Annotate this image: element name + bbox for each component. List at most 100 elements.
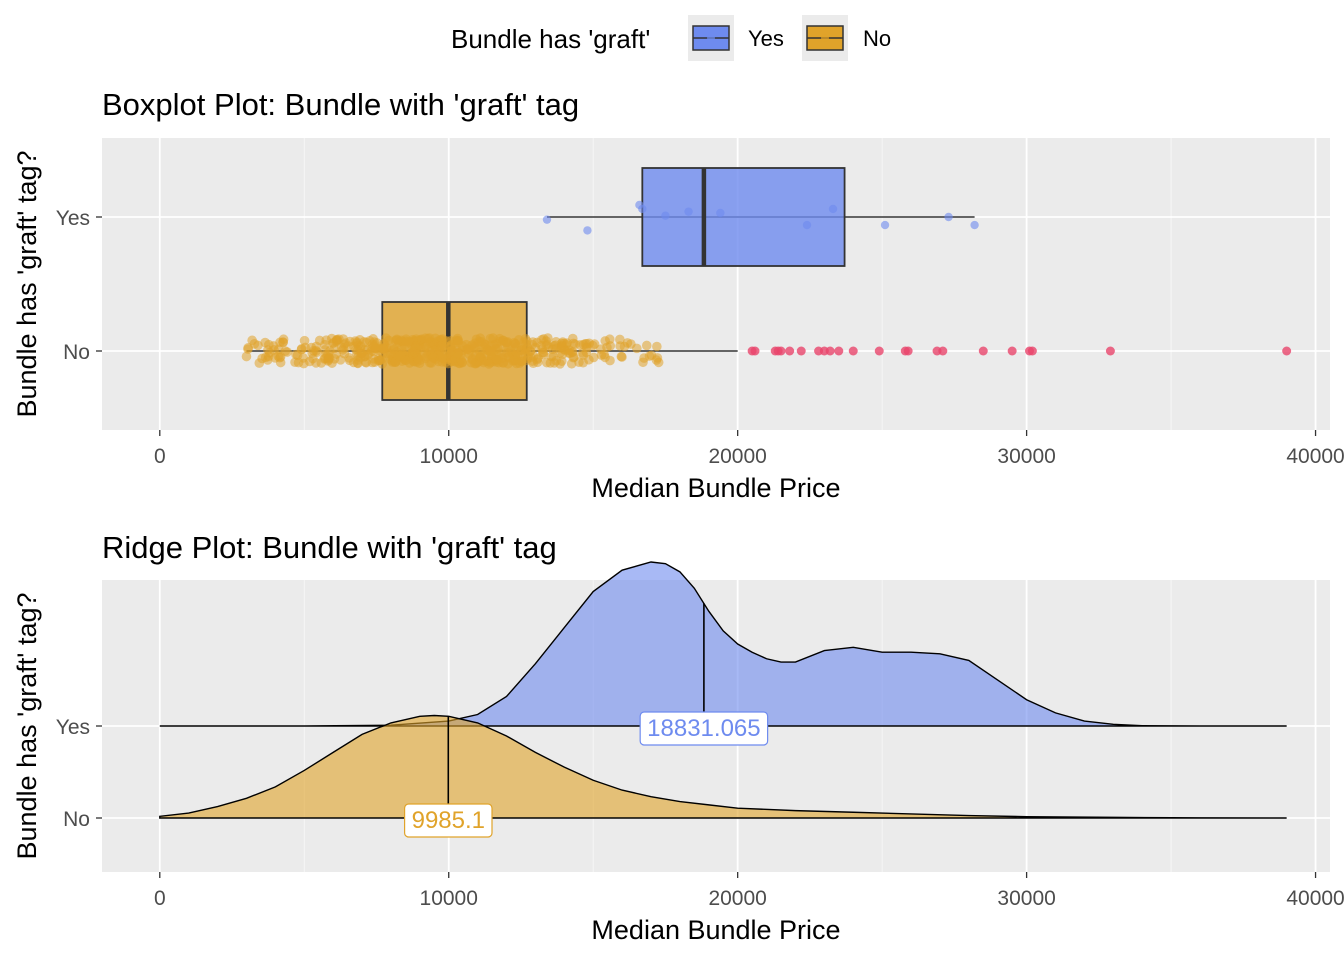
ridge-x-tick-label: 0: [154, 887, 166, 910]
boxplot-outlier-point: [874, 346, 884, 356]
boxplot-jitter-point: [385, 348, 396, 359]
boxplot-jitter-point: [241, 351, 252, 362]
boxplot-y-ticks: Yes No: [56, 207, 102, 364]
ridge-median-label-box: [639, 711, 769, 746]
boxplot-jitter-point: [344, 353, 354, 363]
boxplot-jitter-point: [478, 357, 489, 368]
boxplot-jitter-point: [494, 336, 505, 347]
legend: Bundle has 'graft' Yes No: [451, 15, 891, 61]
boxplot-box-yes: [641, 167, 846, 267]
ridge-density-no: [159, 714, 1287, 819]
boxplot-jitter-point: [653, 357, 664, 368]
boxplot-jitter-point: [428, 338, 439, 348]
boxplot-point-yes: [583, 226, 592, 235]
boxplot-point-yes: [661, 211, 670, 220]
ridge-y-tick-label: Yes: [56, 716, 90, 739]
ridge-median-label-text: 9985.1: [412, 807, 485, 834]
boxplot-jitter-point: [378, 344, 389, 354]
boxplot-jitter-point: [304, 356, 315, 367]
boxplot-point-yes: [684, 207, 693, 216]
boxplot-jitter-point: [461, 339, 472, 350]
boxplot-chart: Boxplot Plot: Bundle with 'graft' tag 0 1…: [12, 87, 1344, 503]
boxplot-outlier-point: [785, 346, 795, 356]
boxplot-jitter-point: [320, 339, 330, 350]
boxplot-jitter-point: [260, 337, 270, 348]
boxplot-jitter-point: [316, 358, 327, 368]
ridge-x-ticks: 0 10000 20000 30000 40000: [154, 872, 1344, 910]
ridge-median-label-yes: 18831.065: [639, 711, 769, 746]
ridge-chart: Ridge Plot: Bundle with 'graft' tag 1883…: [12, 530, 1344, 945]
boxplot-jitter-point: [403, 336, 414, 347]
boxplot-jitter-point: [243, 344, 253, 354]
boxplot-outlier-point: [1282, 346, 1292, 356]
boxplot-jitter-point: [370, 357, 380, 367]
ridge-x-tick-label: 20000: [708, 887, 766, 910]
boxplot-point-yes: [802, 220, 812, 230]
boxplot-jitter-point: [428, 349, 438, 359]
boxplot-jitter-point: [543, 333, 553, 343]
boxplot-outlier-point: [1007, 346, 1017, 356]
boxplot-jitter-point: [326, 333, 337, 344]
ridge-title: Ridge Plot: Bundle with 'graft' tag: [102, 530, 557, 565]
boxplot-title: Boxplot Plot: Bundle with 'graft' tag: [102, 87, 579, 122]
boxplot-jitter-point: [557, 340, 567, 351]
boxplot-outlier-point: [834, 346, 844, 356]
boxplot-point-yes: [638, 204, 647, 214]
boxplot-outlier-point: [825, 346, 835, 356]
boxplot-outlier-point: [1105, 346, 1115, 356]
boxplot-jitter-point: [331, 349, 341, 359]
ridge-x-tick-label: 10000: [420, 887, 478, 910]
boxplot-jitter-point: [452, 348, 463, 359]
boxplot-jitter-point: [444, 346, 455, 357]
boxplot-jitter-point: [457, 357, 467, 367]
ridge-density-yes: [159, 561, 1287, 727]
boxplot-y-axis-title: Bundle has 'graft' tag?: [12, 151, 42, 418]
boxplot-jitter-point: [467, 353, 478, 364]
boxplot-jitter-point: [299, 335, 310, 346]
ridge-marks: 18831.065 9985.1: [159, 561, 1287, 838]
boxplot-x-tick-label: 40000: [1286, 445, 1344, 468]
boxplot-jitter-point: [511, 358, 522, 369]
boxplot-jitter-point: [527, 356, 538, 366]
boxplot-x-tick-label: 30000: [997, 445, 1055, 468]
boxplot-jitter-point: [581, 339, 592, 349]
boxplot-jitter-point: [568, 347, 578, 357]
boxplot-jitter-point: [334, 334, 344, 344]
boxplot-jitter-point: [321, 349, 331, 360]
boxplot-jitter-point: [568, 333, 578, 344]
boxplot-jitter-point: [419, 342, 430, 353]
boxplot-marks: [241, 167, 1292, 401]
boxplot-outlier-point: [750, 346, 760, 356]
boxplot-jitter-point: [282, 347, 293, 357]
boxplot-jitter-point: [409, 347, 420, 357]
boxplot-jitter-point: [652, 341, 662, 352]
ridge-median-label-box: [403, 803, 493, 838]
boxplot-jitter-point: [602, 342, 612, 353]
boxplot-x-tick-label: 0: [154, 445, 166, 468]
legend-key-no-point: [821, 34, 829, 42]
boxplot-outlier-point: [978, 346, 988, 356]
boxplot-jitter-point: [270, 353, 280, 363]
boxplot-jitter-point: [327, 358, 337, 368]
boxplot-jitter-point: [639, 353, 649, 363]
boxplot-jitter-point: [453, 336, 464, 346]
boxplot-outlier-point: [848, 346, 858, 356]
boxplot-x-tick-label: 10000: [420, 445, 478, 468]
boxplot-jitter-point: [617, 352, 627, 362]
boxplot-jitter-point: [371, 343, 381, 354]
boxplot-jitter-point: [395, 351, 406, 361]
boxplot-jitter-point: [306, 342, 317, 353]
ridge-y-tick-label: No: [63, 808, 90, 831]
boxplot-jitter-point: [359, 337, 369, 347]
boxplot-x-ticks: 0 10000 20000 30000 40000: [154, 430, 1344, 468]
ridge-median-label-no: 9985.1: [403, 803, 493, 838]
boxplot-jitter-point: [343, 341, 353, 351]
boxplot-jitter-point: [290, 357, 300, 368]
ridge-x-tick-label: 40000: [1286, 887, 1344, 910]
ridge-y-axis-title: Bundle has 'graft' tag?: [12, 593, 42, 860]
boxplot-point-yes: [716, 208, 725, 218]
boxplot-jitter-point: [511, 342, 522, 353]
boxplot-jitter-point: [353, 345, 363, 355]
boxplot-jitter-point: [474, 336, 485, 347]
